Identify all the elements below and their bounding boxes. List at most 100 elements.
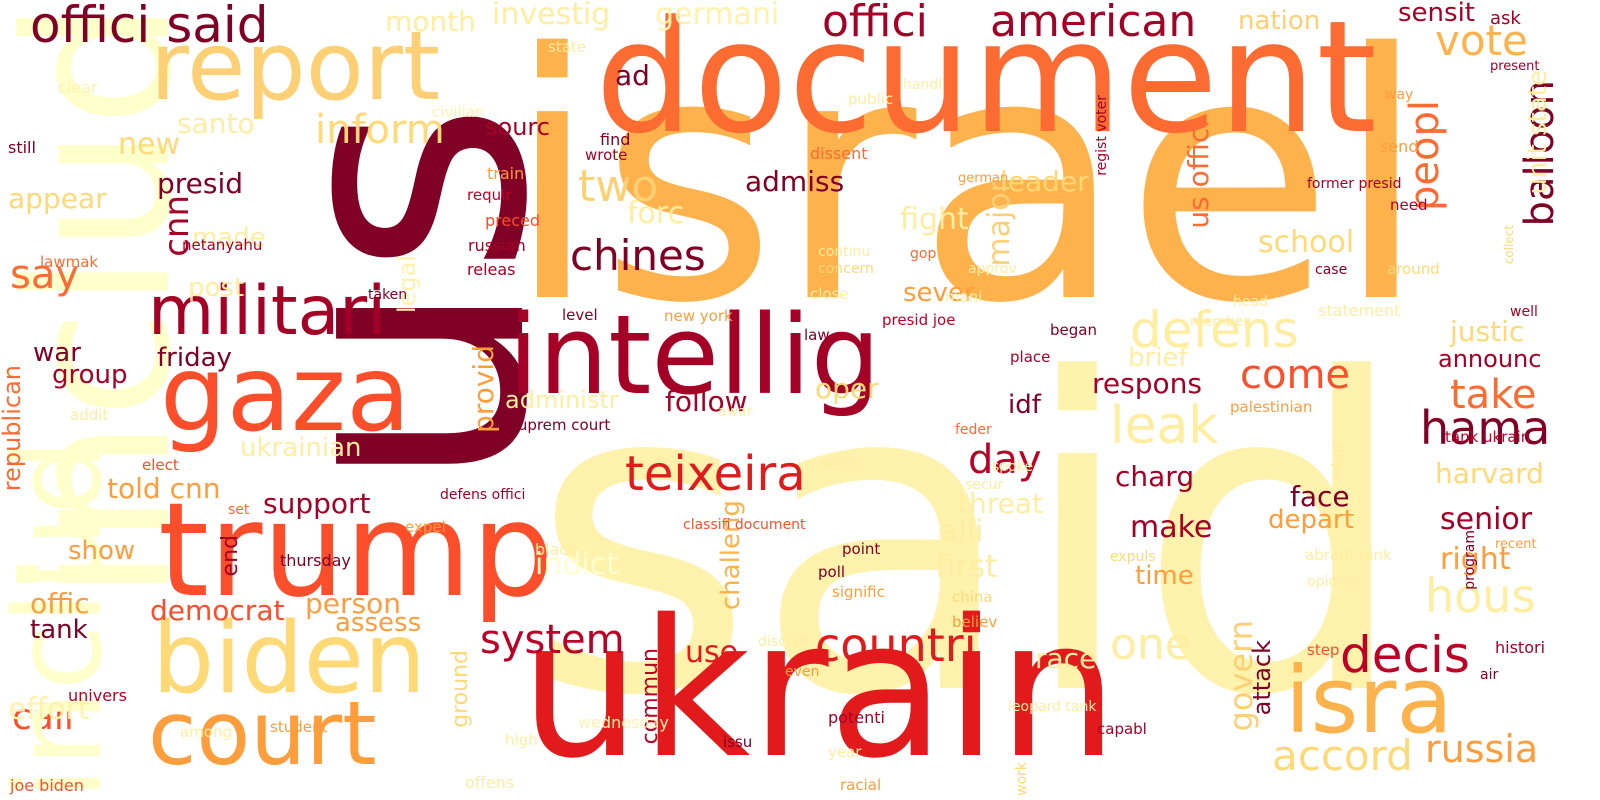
word-histori: histori <box>1495 638 1546 657</box>
word-elect: elect <box>142 456 179 474</box>
word-document: document <box>595 0 1378 168</box>
word-support: support <box>263 487 371 520</box>
word-even: even <box>785 664 820 680</box>
word-say: say <box>10 252 80 298</box>
word-countri: countri <box>815 618 977 672</box>
word-spoke: spoke <box>992 459 1033 475</box>
word-among: among <box>180 723 233 741</box>
word-senior: senior <box>1440 502 1533 537</box>
word-expuls: expuls <box>1110 549 1156 565</box>
word-two: two <box>578 161 659 212</box>
word-find: find <box>600 130 631 149</box>
word-offici: offici <box>822 0 928 47</box>
word-admiss: admiss <box>745 165 845 198</box>
word-offici-said: offici said <box>30 0 269 54</box>
word-idf: idf <box>1008 390 1041 420</box>
word-leak: leak <box>1110 396 1219 456</box>
word-come: come <box>1240 352 1351 398</box>
word-state: state <box>548 38 586 56</box>
word-announc: announc <box>1438 345 1542 373</box>
word-need: need <box>1390 196 1428 214</box>
word-forc: forc <box>627 196 685 231</box>
word-effort: effort <box>8 692 90 727</box>
word-month: month <box>385 5 476 38</box>
word-china: china <box>952 588 993 606</box>
word-one: one <box>1110 619 1192 670</box>
word-militari: militari <box>148 272 387 351</box>
word-leopard-tank: leopard tank <box>1008 699 1097 715</box>
word-univers: univers <box>68 686 127 705</box>
word-defens: defens <box>1130 301 1299 359</box>
word-teixeira: teixeira <box>625 446 806 502</box>
word-signific: signific <box>832 583 885 601</box>
word-ask: ask <box>1490 8 1521 29</box>
word-capabl: capabl <box>1097 720 1147 738</box>
word-awar: awar <box>718 404 753 420</box>
word-administr: administr <box>505 386 619 414</box>
word-call: call <box>12 697 74 738</box>
word-indict: indict <box>535 547 618 582</box>
word-brief: brief <box>1128 343 1188 373</box>
word-secur: secur <box>965 477 1004 493</box>
word-intellig: intellig <box>508 291 881 419</box>
word-year: year <box>828 743 862 761</box>
word-russia: russia <box>1425 727 1539 771</box>
word-germani: germani <box>655 0 780 32</box>
word-attack: attack <box>1248 640 1276 716</box>
word-tank-ukrain: tank ukrain <box>1445 428 1531 446</box>
word-wrote: wrote <box>585 146 628 164</box>
word-offens: offens <box>465 773 515 792</box>
word-person: person <box>305 587 401 620</box>
word-race: race <box>1035 642 1097 675</box>
word-day: day <box>968 437 1042 483</box>
word-offic: offic <box>30 587 90 620</box>
word-new-york: new york <box>664 307 733 325</box>
word-ukrainian: ukrainian <box>240 433 362 463</box>
word-poll: poll <box>818 563 846 581</box>
word-ad: ad <box>615 59 650 92</box>
word-republican: republican <box>0 365 26 492</box>
word-trump: trump <box>158 474 554 626</box>
word-case: case <box>1315 262 1348 278</box>
word-thursday: thursday <box>280 551 351 570</box>
word-abram-tank: abram tank <box>1305 546 1392 564</box>
word-divers: divers <box>1220 448 1266 466</box>
word-collect: collect <box>1502 225 1516 265</box>
word-rule: rule <box>478 309 506 325</box>
word-presid-joe: presid joe <box>882 311 956 329</box>
word-threat: threat <box>958 487 1043 520</box>
word-around: around <box>1387 260 1440 278</box>
word-member: member <box>1190 314 1250 330</box>
word-classifi-document: classifi document <box>683 517 806 533</box>
word-approv: approv <box>968 261 1017 277</box>
word-feder: feder <box>955 422 992 438</box>
word-student: student <box>270 718 328 736</box>
word-recent: recent <box>1495 537 1537 552</box>
word-respons: respons <box>1092 367 1202 400</box>
word-provid: provid <box>467 345 500 433</box>
word-presid: presid <box>157 167 244 200</box>
word-handl: handl <box>903 77 943 93</box>
word-believ: believ <box>952 613 998 631</box>
word-civilian: civilian <box>432 103 485 121</box>
word-racial: racial <box>840 776 882 794</box>
word-statement: statement <box>1318 301 1401 320</box>
word-ground: ground <box>448 650 473 728</box>
word-way: way <box>1385 87 1414 103</box>
word-expel: expel <box>405 518 446 536</box>
word-said: said <box>530 290 1410 790</box>
word-time: time <box>1135 561 1194 591</box>
word-suprem-court: suprem court <box>510 416 611 434</box>
word-us-offici: us offici <box>1182 120 1215 229</box>
word-depart: depart <box>1268 505 1354 535</box>
word-santo: santo <box>177 107 255 140</box>
word-court: court <box>148 682 377 785</box>
word-system: system <box>480 617 625 663</box>
word-appear: appear <box>8 182 107 215</box>
word-use: use <box>685 635 739 670</box>
word-face: face <box>1290 480 1350 513</box>
word-harvard: harvard <box>1435 457 1544 490</box>
word-well: well <box>1510 304 1538 320</box>
word-sensit: sensit <box>1398 0 1475 28</box>
word-mani: mani <box>945 288 983 306</box>
